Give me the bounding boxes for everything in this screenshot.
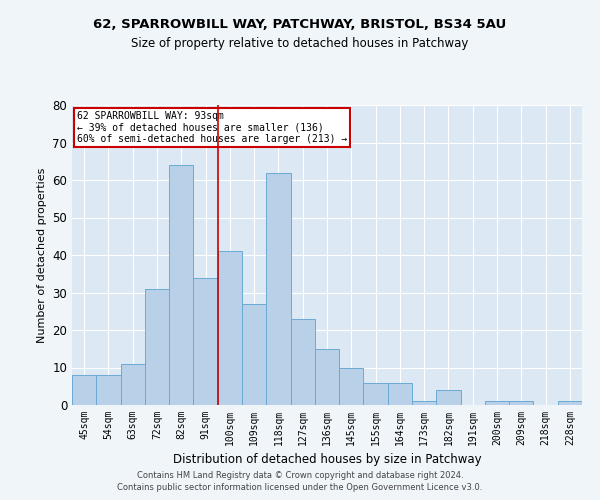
Text: Contains HM Land Registry data © Crown copyright and database right 2024.
Contai: Contains HM Land Registry data © Crown c… [118, 471, 482, 492]
Bar [169, 165, 193, 405]
Bar [339, 368, 364, 405]
Text: 62, SPARROWBILL WAY, PATCHWAY, BRISTOL, BS34 5AU: 62, SPARROWBILL WAY, PATCHWAY, BRISTOL, … [94, 18, 506, 30]
Bar [315, 349, 339, 405]
Bar [509, 401, 533, 405]
Bar [266, 172, 290, 405]
X-axis label: Distribution of detached houses by size in Patchway: Distribution of detached houses by size … [173, 454, 481, 466]
Bar [72, 375, 96, 405]
Y-axis label: Number of detached properties: Number of detached properties [37, 168, 47, 342]
Bar [242, 304, 266, 405]
Bar [388, 382, 412, 405]
Bar [364, 382, 388, 405]
Text: 62 SPARROWBILL WAY: 93sqm
← 39% of detached houses are smaller (136)
60% of semi: 62 SPARROWBILL WAY: 93sqm ← 39% of detac… [77, 111, 347, 144]
Bar [436, 390, 461, 405]
Text: Size of property relative to detached houses in Patchway: Size of property relative to detached ho… [131, 38, 469, 51]
Bar [290, 319, 315, 405]
Bar [412, 401, 436, 405]
Bar [145, 289, 169, 405]
Bar [96, 375, 121, 405]
Bar [193, 278, 218, 405]
Bar [558, 401, 582, 405]
Bar [121, 364, 145, 405]
Bar [485, 401, 509, 405]
Bar [218, 251, 242, 405]
